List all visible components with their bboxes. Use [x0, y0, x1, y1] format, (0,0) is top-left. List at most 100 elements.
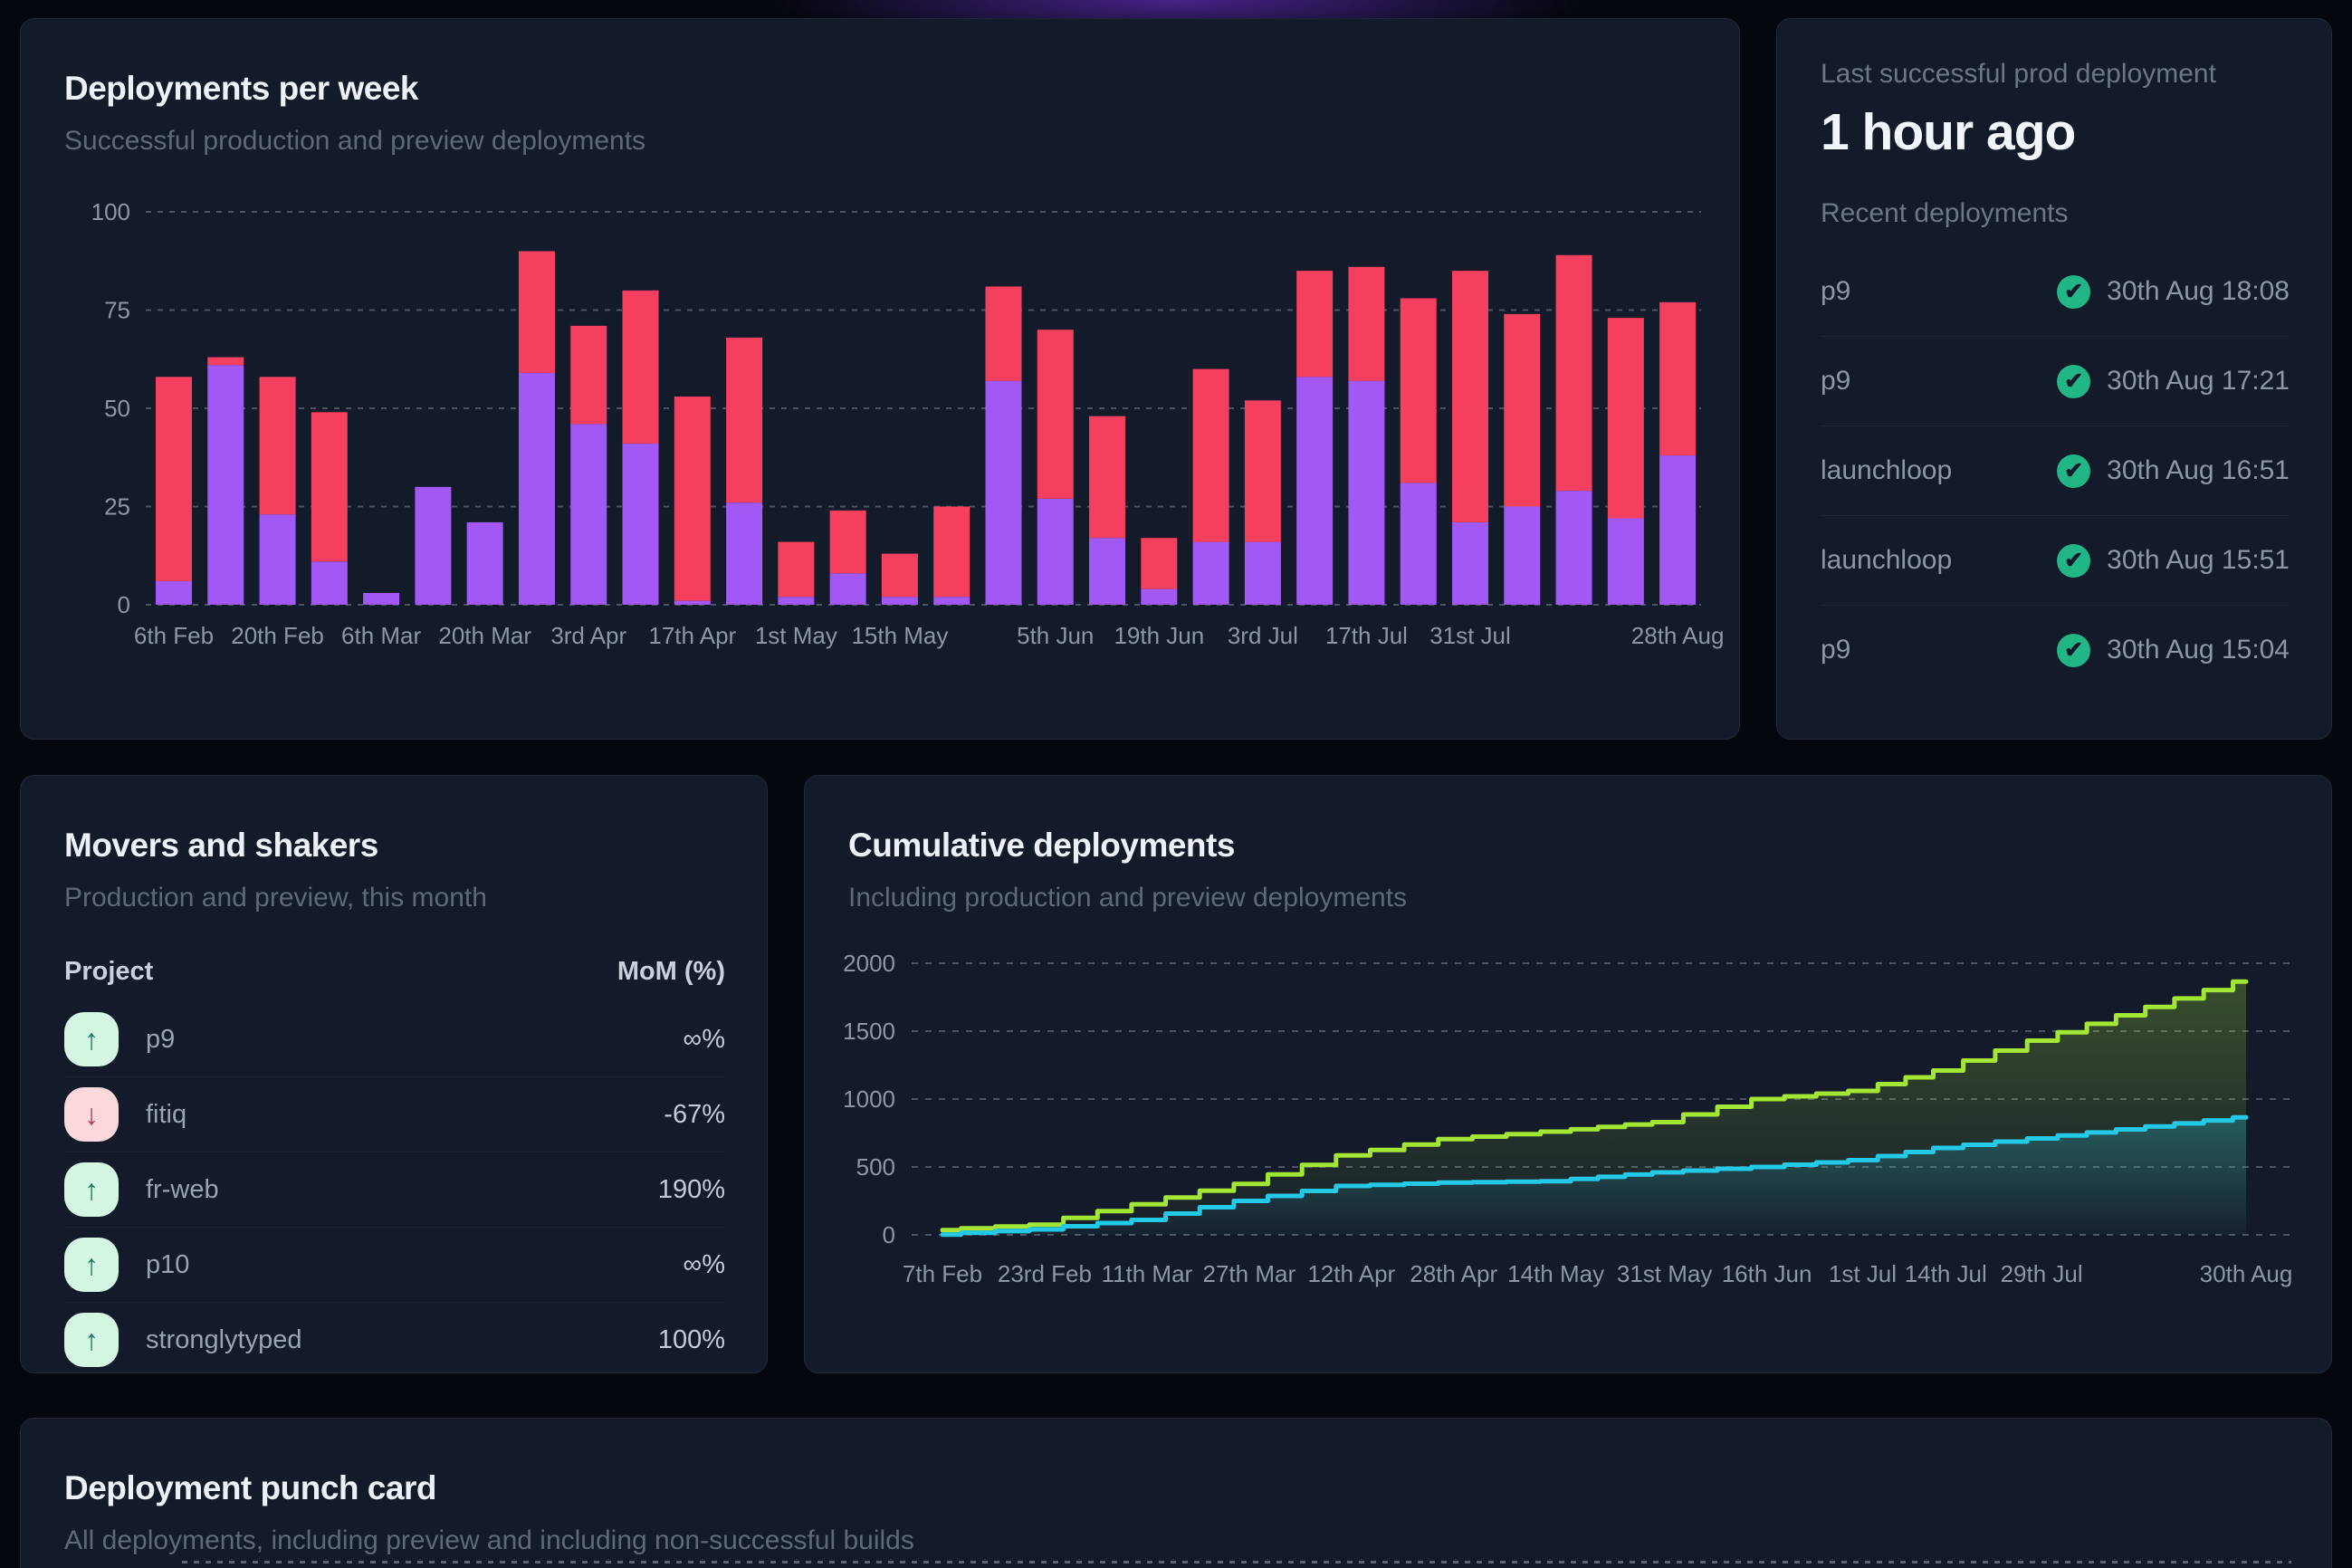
- mover-row[interactable]: ↑ fr-web 190%: [64, 1152, 725, 1227]
- svg-text:50: 50: [104, 395, 130, 422]
- deployment-status-time: ✔ 30th Aug 15:51: [2057, 543, 2290, 578]
- mover-row[interactable]: ↑ p10 ∞%: [64, 1227, 725, 1302]
- last-deployment-label: Last successful prod deployment: [1821, 59, 2216, 89]
- deployment-time: 30th Aug 18:08: [2107, 276, 2290, 306]
- svg-text:12th Apr: 12th Apr: [1307, 1260, 1395, 1287]
- mover-mom-value: ∞%: [683, 1249, 725, 1279]
- deployment-row[interactable]: p9 ✔ 30th Aug 15:04: [1821, 605, 2290, 694]
- svg-text:14th May: 14th May: [1507, 1260, 1604, 1287]
- deployment-status-time: ✔ 30th Aug 18:08: [2057, 274, 2290, 309]
- deployment-row[interactable]: launchloop ✔ 30th Aug 15:51: [1821, 515, 2290, 605]
- svg-text:1000: 1000: [843, 1085, 895, 1113]
- svg-text:1500: 1500: [843, 1018, 895, 1045]
- mover-project: fitiq: [146, 1099, 187, 1129]
- movers-and-shakers-card: Movers and shakers Production and previe…: [20, 775, 768, 1373]
- mover-row[interactable]: ↑ p9 ∞%: [64, 1002, 725, 1076]
- svg-text:20th Mar: 20th Mar: [438, 622, 531, 649]
- mover-project: p10: [146, 1249, 190, 1279]
- movers-table-header: Project MoM (%): [64, 957, 725, 987]
- svg-text:25: 25: [104, 493, 130, 521]
- card-subtitle: Successful production and preview deploy…: [64, 126, 646, 156]
- deployment-punch-card: Deployment punch card All deployments, i…: [20, 1418, 2332, 1568]
- column-mom: MoM (%): [617, 957, 725, 986]
- deployment-status-time: ✔ 30th Aug 16:51: [2057, 454, 2290, 488]
- svg-text:30th Aug: 30th Aug: [2200, 1260, 2293, 1287]
- mover-project: stronglytyped: [146, 1324, 302, 1354]
- deployments-per-week-card: Deployments per week Successful producti…: [20, 18, 1740, 740]
- mover-mom-value: 190%: [657, 1174, 725, 1204]
- trend-up-icon: ↑: [64, 1012, 119, 1066]
- svg-text:1st May: 1st May: [755, 622, 837, 649]
- svg-text:15th May: 15th May: [851, 622, 948, 649]
- svg-text:28th Aug: 28th Aug: [1631, 622, 1725, 649]
- mover-row[interactable]: ↓ fitiq -67%: [64, 1076, 725, 1152]
- deployment-time: 30th Aug 17:21: [2107, 366, 2290, 396]
- deployment-project: p9: [1821, 366, 1851, 396]
- mover-mom-value: ∞%: [683, 1024, 725, 1054]
- card-subtitle: Production and preview, this month: [64, 883, 487, 913]
- svg-text:3rd Jul: 3rd Jul: [1228, 622, 1298, 649]
- svg-text:23rd Feb: 23rd Feb: [998, 1260, 1092, 1287]
- svg-text:75: 75: [104, 297, 130, 324]
- card-title: Cumulative deployments: [848, 827, 1235, 864]
- column-project: Project: [64, 957, 154, 986]
- deployment-row[interactable]: p9 ✔ 30th Aug 18:08: [1821, 247, 2290, 336]
- cumulative-deployments-card: Cumulative deployments Including product…: [804, 775, 2332, 1373]
- trend-up-icon: ↑: [64, 1238, 119, 1292]
- weekly-deployments-bar-chart[interactable]: 0 25 50 75 100 6th Feb 20th Feb 6th Mar 20th Mar…: [21, 19, 1741, 741]
- deployment-time: 30th Aug 16:51: [2107, 455, 2290, 485]
- deployment-time: 30th Aug 15:04: [2107, 635, 2290, 664]
- card-title: Movers and shakers: [64, 827, 378, 864]
- card-title: Deployment punch card: [64, 1469, 436, 1506]
- deployment-row[interactable]: launchloop ✔ 30th Aug 16:51: [1821, 425, 2290, 515]
- success-check-icon: ✔: [2057, 454, 2091, 488]
- svg-text:27th Mar: 27th Mar: [1203, 1260, 1296, 1287]
- mover-row[interactable]: ↑ stronglytyped 100%: [64, 1302, 725, 1377]
- svg-text:14th Jul: 14th Jul: [1905, 1260, 1987, 1287]
- svg-text:0: 0: [118, 591, 130, 618]
- svg-text:19th Jun: 19th Jun: [1114, 622, 1204, 649]
- last-deployment-card: Last successful prod deployment 1 hour a…: [1776, 18, 2332, 740]
- trend-down-icon: ↓: [64, 1087, 119, 1142]
- mover-project: p9: [146, 1024, 176, 1054]
- svg-text:3rd Apr: 3rd Apr: [550, 622, 626, 649]
- deployment-row[interactable]: p9 ✔ 30th Aug 17:21: [1821, 336, 2290, 425]
- svg-text:5th Jun: 5th Jun: [1017, 622, 1094, 649]
- svg-text:28th Apr: 28th Apr: [1410, 1260, 1497, 1287]
- deployment-project: launchloop: [1821, 455, 1953, 485]
- cumulative-deployments-area-chart[interactable]: 0 500 1000 1500 2000 7th Feb 23rd Feb 11th Mar 2…: [805, 776, 2333, 1374]
- recent-deployments-label: Recent deployments: [1821, 198, 2069, 228]
- mover-project: fr-web: [146, 1174, 219, 1204]
- svg-text:31st May: 31st May: [1617, 1260, 1713, 1287]
- last-deployment-value: 1 hour ago: [1821, 103, 2076, 161]
- svg-text:29th Jul: 29th Jul: [2001, 1260, 2083, 1287]
- svg-text:31st Jul: 31st Jul: [1429, 622, 1511, 649]
- mover-mom-value: -67%: [664, 1099, 725, 1129]
- recent-deployments-list: p9 ✔ 30th Aug 18:08 p9 ✔ 30th Aug 17:21 launch…: [1821, 247, 2290, 694]
- svg-text:6th Mar: 6th Mar: [341, 622, 421, 649]
- deployment-status-time: ✔ 30th Aug 17:21: [2057, 364, 2290, 398]
- trend-up-icon: ↑: [64, 1313, 119, 1367]
- success-check-icon: ✔: [2057, 364, 2091, 398]
- svg-text:500: 500: [856, 1153, 895, 1181]
- deployment-project: p9: [1821, 635, 1851, 664]
- card-subtitle: Including production and preview deploym…: [848, 883, 1408, 913]
- trend-up-icon: ↑: [64, 1162, 119, 1217]
- card-subtitle: All deployments, including preview and i…: [64, 1525, 914, 1555]
- svg-text:6th Feb: 6th Feb: [134, 622, 214, 649]
- svg-text:100: 100: [91, 198, 130, 225]
- svg-text:11th Mar: 11th Mar: [1102, 1260, 1193, 1287]
- svg-text:17th Jul: 17th Jul: [1325, 622, 1408, 649]
- card-title: Deployments per week: [64, 70, 418, 107]
- success-check-icon: ✔: [2057, 274, 2091, 309]
- svg-text:1st Jul: 1st Jul: [1829, 1260, 1897, 1287]
- deployment-project: p9: [1821, 276, 1851, 306]
- deployment-project: launchloop: [1821, 545, 1953, 575]
- success-check-icon: ✔: [2057, 633, 2091, 667]
- svg-text:0: 0: [883, 1221, 895, 1248]
- movers-table-body: ↑ p9 ∞% ↓ fitiq -67% ↑ fr-web 190% ↑ p10 ∞% ↑ strongl…: [64, 1002, 725, 1377]
- deployment-status-time: ✔ 30th Aug 15:04: [2057, 633, 2290, 667]
- mover-mom-value: 100%: [657, 1324, 725, 1354]
- success-check-icon: ✔: [2057, 543, 2091, 578]
